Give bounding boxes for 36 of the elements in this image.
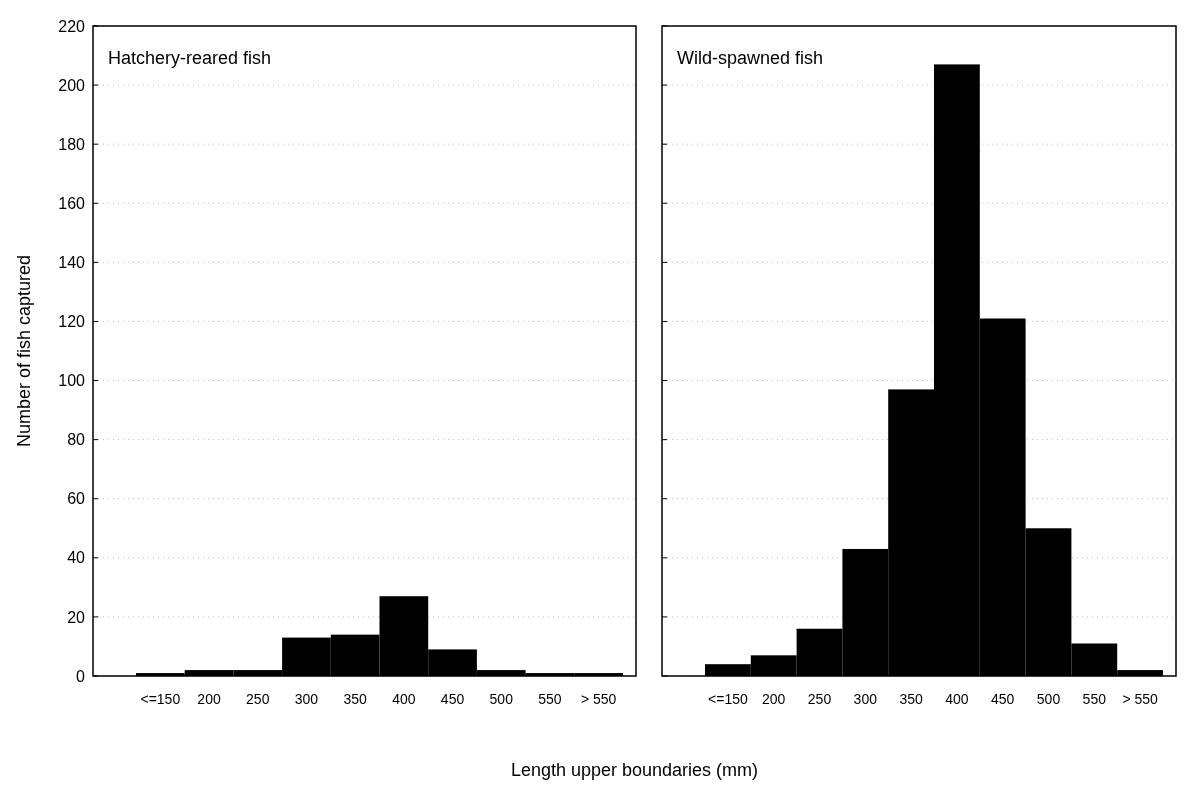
x-tick-label: 300 (294, 691, 319, 707)
y-tick-label: 160 (58, 194, 86, 212)
y-tick-label: 200 (58, 76, 86, 94)
text: Wild-spawned fish (677, 48, 824, 68)
x-tick-label: 400 (945, 691, 969, 707)
x-tick-label: 550 (538, 691, 562, 707)
text: Hatchery-reared fish (108, 48, 272, 68)
x-tick-label: 350 (343, 691, 368, 707)
x-tick-label: 500 (1036, 691, 1061, 707)
y-tick-label: 100 (58, 372, 86, 390)
x-tick-label: 450 (440, 691, 465, 707)
y-tick-label: 0 (76, 667, 86, 685)
y-tick-label: 80 (67, 431, 86, 449)
y-axis-title: Number of fish captured (14, 254, 34, 448)
y-tick-label: 180 (58, 135, 86, 153)
y-tick-label: 20 (67, 608, 86, 626)
y-tick-label: 220 (58, 17, 86, 35)
x-tick-label: <=150 (140, 691, 181, 707)
x-tick-label: 250 (807, 691, 832, 707)
x-tick-label: 300 (853, 691, 878, 707)
y-tick-label: 60 (67, 490, 86, 508)
y-tick-label: 120 (58, 313, 86, 331)
x-tick-label: 400 (392, 691, 416, 707)
x-tick-label: 500 (489, 691, 514, 707)
x-tick-label: > 550 (1122, 691, 1159, 707)
x-axis-title: Length upper boundaries (mm) (510, 760, 759, 780)
y-tick-label: 140 (58, 253, 86, 271)
x-tick-label: 450 (991, 691, 1015, 707)
x-tick-label: 350 (899, 691, 923, 707)
y-tick-label: 40 (67, 549, 86, 567)
x-tick-label: 200 (197, 691, 221, 707)
x-tick-label: 200 (762, 691, 786, 707)
x-tick-label: 250 (246, 691, 270, 707)
x-tick-label: <=150 (708, 691, 748, 707)
x-tick-label: > 550 (580, 691, 617, 707)
x-tick-label: 550 (1082, 691, 1107, 707)
